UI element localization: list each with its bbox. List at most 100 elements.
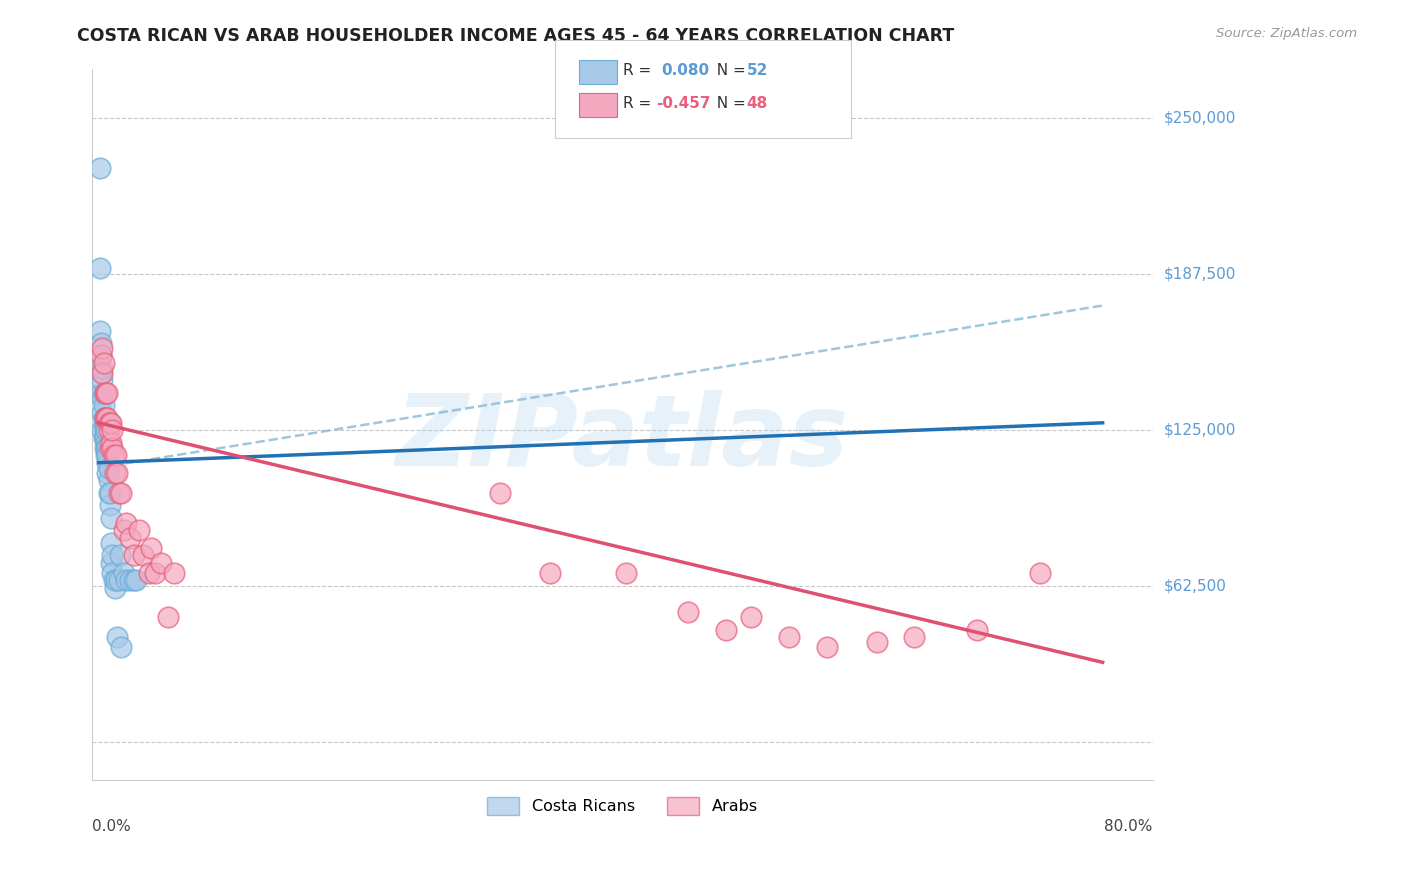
Text: COSTA RICAN VS ARAB HOUSEHOLDER INCOME AGES 45 - 64 YEARS CORRELATION CHART: COSTA RICAN VS ARAB HOUSEHOLDER INCOME A… <box>77 27 955 45</box>
Point <box>143 566 166 580</box>
Text: 0.0%: 0.0% <box>93 819 131 834</box>
Point <box>150 556 173 570</box>
Text: $62,500: $62,500 <box>1164 579 1227 594</box>
Point <box>93 431 115 445</box>
Point <box>115 573 138 587</box>
Point <box>91 406 114 420</box>
Point <box>115 516 138 530</box>
Point <box>101 566 124 580</box>
Point <box>101 441 124 455</box>
Point <box>118 531 141 545</box>
Point <box>103 448 125 462</box>
Point <box>97 473 120 487</box>
Point <box>128 523 150 537</box>
Point <box>110 640 132 655</box>
Point <box>94 410 117 425</box>
Point <box>125 573 148 587</box>
Point <box>91 423 114 437</box>
Point <box>90 336 112 351</box>
Point <box>94 435 117 450</box>
Point <box>98 416 121 430</box>
Point <box>94 423 117 437</box>
Point <box>89 161 111 176</box>
Point <box>94 441 117 455</box>
Point <box>100 510 122 524</box>
Point <box>97 460 120 475</box>
Point <box>94 441 117 455</box>
Point <box>678 606 700 620</box>
Point <box>538 566 561 580</box>
Text: $250,000: $250,000 <box>1164 111 1236 126</box>
Point <box>94 410 117 425</box>
Text: 0.080: 0.080 <box>661 63 709 78</box>
Point <box>108 548 131 562</box>
Point <box>97 485 120 500</box>
Point <box>98 441 121 455</box>
Point <box>93 410 115 425</box>
Legend: Costa Ricans, Arabs: Costa Ricans, Arabs <box>481 790 765 822</box>
Point <box>100 435 122 450</box>
Point <box>815 640 838 655</box>
Point <box>94 410 117 425</box>
Point <box>107 485 129 500</box>
Text: R =: R = <box>623 96 657 111</box>
Point <box>903 631 925 645</box>
Point <box>100 535 122 549</box>
Point <box>107 631 129 645</box>
Point <box>131 548 153 562</box>
Point <box>163 566 186 580</box>
Point <box>107 573 129 587</box>
Text: R =: R = <box>623 63 661 78</box>
Point <box>94 431 117 445</box>
Point <box>100 556 122 570</box>
Point <box>90 385 112 400</box>
Point <box>89 324 111 338</box>
Text: N =: N = <box>707 96 751 111</box>
Point <box>93 416 115 430</box>
Point <box>90 348 112 362</box>
Point <box>96 448 118 462</box>
Point <box>91 373 114 387</box>
Point <box>138 566 160 580</box>
Point <box>91 360 114 375</box>
Point <box>714 623 737 637</box>
Point <box>98 485 121 500</box>
Point <box>96 466 118 480</box>
Point <box>96 441 118 455</box>
Text: 80.0%: 80.0% <box>1105 819 1153 834</box>
Point <box>778 631 800 645</box>
Point <box>105 448 128 462</box>
Point <box>97 416 120 430</box>
Point <box>93 356 115 370</box>
Text: -0.457: -0.457 <box>657 96 711 111</box>
Point <box>94 448 117 462</box>
Point <box>156 610 179 624</box>
Point <box>96 456 118 470</box>
Text: N =: N = <box>707 63 751 78</box>
Point <box>93 385 115 400</box>
Point <box>94 416 117 430</box>
Point <box>101 423 124 437</box>
Point <box>107 466 129 480</box>
Point <box>90 348 112 362</box>
Point <box>89 261 111 276</box>
Text: $125,000: $125,000 <box>1164 423 1236 438</box>
Point <box>90 366 112 380</box>
Point <box>104 581 127 595</box>
Text: 52: 52 <box>747 63 768 78</box>
Point <box>1029 566 1052 580</box>
Point <box>110 485 132 500</box>
Text: $187,500: $187,500 <box>1164 267 1236 282</box>
Point <box>101 548 124 562</box>
Point <box>98 498 121 512</box>
Text: 48: 48 <box>747 96 768 111</box>
Point <box>91 366 114 380</box>
Point <box>91 391 114 405</box>
Point <box>96 385 118 400</box>
Point <box>740 610 762 624</box>
Point <box>489 485 512 500</box>
Point <box>93 398 115 412</box>
Point <box>96 410 118 425</box>
Text: ZIPatlas: ZIPatlas <box>396 390 849 487</box>
Point <box>103 573 125 587</box>
